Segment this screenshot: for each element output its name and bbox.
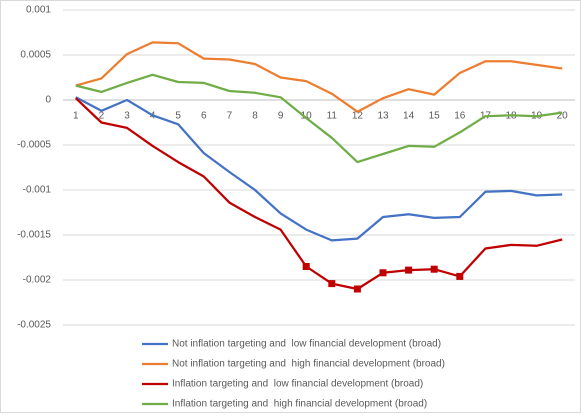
series-line [75, 97, 563, 291]
point-marker [302, 263, 310, 270]
x-tick-label: 13 [377, 111, 389, 122]
y-tick-label: -0.001 [23, 185, 52, 196]
point-marker [328, 280, 336, 288]
x-tick-label: 16 [454, 111, 466, 122]
x-tick-label: 10 [301, 111, 313, 122]
legend-label: Not inflation targeting and high financi… [172, 359, 445, 370]
y-tick-label: 0 [45, 95, 51, 106]
x-tick-label: 7 [227, 111, 233, 122]
x-tick-label: 11 [327, 111, 338, 122]
y-tick-label: 0.001 [26, 5, 51, 16]
point-marker [430, 265, 438, 273]
y-tick-label: 0.0005 [20, 50, 51, 61]
point-marker [456, 272, 464, 280]
point-marker [353, 285, 361, 293]
x-tick-label: 6 [201, 111, 207, 122]
x-tick-label: 3 [124, 111, 130, 122]
legend-label: Not inflation targeting and low financia… [172, 339, 441, 350]
x-tick-label: 5 [175, 111, 181, 122]
x-tick-label: 20 [557, 111, 569, 122]
y-tick-label: -0.0005 [17, 140, 51, 151]
point-marker [405, 266, 413, 274]
legend-label: Inflation targeting and high financial d… [172, 399, 427, 410]
x-tick-label: 12 [352, 111, 364, 122]
x-tick-label: 9 [278, 111, 284, 122]
series-line [75, 73, 563, 164]
point-marker [379, 269, 387, 277]
x-tick-label: 15 [429, 111, 441, 122]
x-tick-label: 1 [73, 111, 79, 122]
y-tick-label: -0.0025 [17, 320, 51, 331]
legend-label: Inflation targeting and low financial de… [172, 379, 423, 390]
x-tick-label: 14 [403, 111, 415, 122]
y-tick-label: -0.002 [23, 275, 52, 286]
y-tick-label: -0.0015 [17, 230, 51, 241]
x-tick-label: 2 [99, 111, 105, 122]
x-tick-label: 8 [252, 111, 258, 122]
series-line [75, 96, 563, 242]
series-line [75, 41, 563, 113]
